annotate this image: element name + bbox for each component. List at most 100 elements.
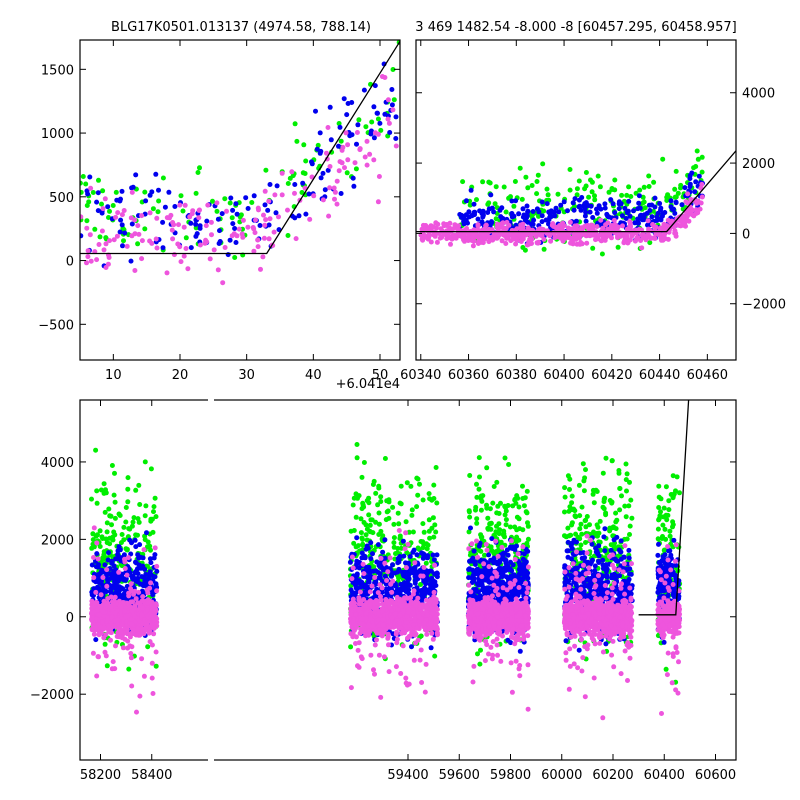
data-point-blue xyxy=(489,219,494,225)
data-point-blue xyxy=(115,552,121,557)
data-point-green xyxy=(670,473,676,479)
data-point-blue xyxy=(377,120,383,126)
data-point-green xyxy=(660,522,666,528)
data-point-pink xyxy=(224,208,229,214)
data-point-green xyxy=(574,192,580,198)
data-point-pink xyxy=(154,588,160,594)
data-point-pink xyxy=(203,237,209,243)
data-point-blue xyxy=(604,211,610,217)
data-point-pink xyxy=(627,237,633,243)
data-point-pink xyxy=(665,236,671,242)
data-point-pink xyxy=(96,242,102,247)
data-point-green xyxy=(148,547,153,553)
data-point-blue xyxy=(406,571,412,577)
data-point-pink xyxy=(197,207,202,213)
data-point-green xyxy=(503,508,509,514)
data-point-green xyxy=(420,521,426,527)
data-point-green xyxy=(395,510,401,516)
y-tick-label: 4000 xyxy=(742,87,775,102)
data-point-pink xyxy=(164,270,170,276)
data-point-pink xyxy=(183,246,189,251)
data-point-green xyxy=(151,504,157,510)
data-point-blue xyxy=(354,141,359,147)
data-point-blue xyxy=(552,213,558,219)
data-point-pink xyxy=(222,245,228,250)
data-point-green xyxy=(336,121,342,126)
data-point-green xyxy=(664,198,670,203)
data-point-green xyxy=(294,138,300,144)
data-point-green xyxy=(501,532,506,538)
data-point-green xyxy=(97,234,103,240)
data-point-green xyxy=(666,498,672,504)
data-point-blue xyxy=(387,130,393,135)
data-point-blue xyxy=(525,548,531,554)
data-point-blue xyxy=(656,589,661,595)
data-point-pink xyxy=(475,241,481,246)
data-point-green xyxy=(414,504,420,510)
data-point-green xyxy=(100,188,106,194)
data-point-blue xyxy=(486,552,492,558)
data-point-green xyxy=(366,512,372,518)
data-point-green xyxy=(356,117,362,123)
data-point-green xyxy=(667,533,673,539)
data-point-green xyxy=(576,178,582,184)
data-point-green xyxy=(426,491,432,497)
data-point-pink xyxy=(114,233,120,239)
data-point-green xyxy=(97,544,103,549)
data-point-green xyxy=(375,502,381,508)
data-point-blue xyxy=(505,637,511,643)
data-point-blue xyxy=(583,200,589,206)
data-point-green xyxy=(466,529,472,535)
data-point-pink xyxy=(393,143,399,149)
y-tick-label: 1000 xyxy=(41,127,74,142)
data-point-pink xyxy=(620,223,625,229)
data-point-green xyxy=(358,530,364,536)
data-point-green xyxy=(695,156,701,162)
data-point-green xyxy=(369,119,375,125)
data-point-pink xyxy=(324,150,329,156)
data-point-blue xyxy=(421,578,427,584)
data-point-pink xyxy=(549,222,555,228)
data-point-blue xyxy=(112,579,117,585)
data-point-green xyxy=(535,172,541,178)
data-point-blue xyxy=(382,111,388,117)
data-point-pink xyxy=(364,162,370,168)
data-point-green xyxy=(613,510,619,516)
data-point-pink xyxy=(181,224,187,230)
data-point-blue xyxy=(368,556,374,562)
data-point-blue xyxy=(505,552,511,558)
data-point-green xyxy=(355,543,361,549)
data-point-green xyxy=(119,532,125,537)
data-point-pink xyxy=(520,225,526,231)
data-point-green xyxy=(420,497,426,503)
data-point-blue xyxy=(156,187,161,193)
data-point-green xyxy=(126,526,132,532)
data-point-blue xyxy=(546,209,552,215)
data-point-blue xyxy=(579,195,585,200)
data-point-green xyxy=(94,500,100,506)
data-point-blue xyxy=(421,551,427,557)
data-point-pink xyxy=(251,248,257,254)
data-point-blue xyxy=(389,573,395,579)
data-point-blue xyxy=(111,563,117,569)
data-point-pink xyxy=(504,219,510,225)
data-point-green xyxy=(576,482,582,488)
data-point-blue xyxy=(611,537,617,543)
data-point-pink xyxy=(197,242,203,248)
data-point-pink xyxy=(693,207,699,213)
data-point-green xyxy=(595,173,601,179)
data-point-green xyxy=(361,520,367,525)
data-point-blue xyxy=(348,587,354,593)
data-point-blue xyxy=(375,542,381,548)
data-point-pink xyxy=(258,266,263,272)
data-point-green xyxy=(302,171,308,176)
data-point-blue xyxy=(598,206,604,212)
data-point-pink xyxy=(84,225,90,231)
data-point-blue xyxy=(147,556,153,562)
data-point-green xyxy=(699,154,705,160)
data-point-green xyxy=(596,539,602,545)
data-point-pink xyxy=(558,235,564,241)
data-point-blue xyxy=(98,580,104,586)
data-point-blue xyxy=(623,216,629,221)
data-point-green xyxy=(408,483,414,489)
